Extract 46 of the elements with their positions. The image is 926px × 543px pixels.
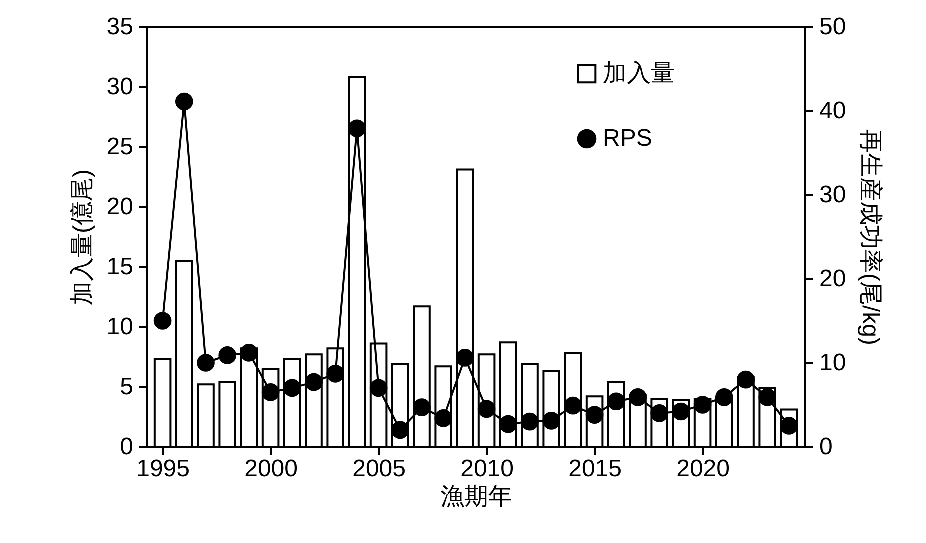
- point: [672, 402, 690, 421]
- y2-tick-label: 50: [820, 14, 846, 40]
- y2-tick-label: 40: [820, 98, 846, 124]
- y-tick-label: 0: [120, 434, 134, 460]
- x-tick-label: 2005: [352, 456, 406, 482]
- point: [218, 346, 237, 364]
- x-axis-title: 漁期年: [440, 484, 512, 510]
- point: [370, 379, 388, 398]
- point: [564, 396, 582, 415]
- x-tick-label: 2015: [568, 456, 622, 482]
- point: [240, 344, 258, 362]
- x-tick-label: 1995: [136, 456, 190, 482]
- y-tick-label: 30: [106, 74, 134, 100]
- point: [413, 398, 431, 416]
- legend-label: 加入量: [603, 60, 675, 87]
- point: [197, 354, 215, 372]
- y2-axis-title: 再生産成功率(尾/kg): [857, 130, 884, 346]
- y-tick-label: 25: [106, 134, 134, 160]
- point: [478, 400, 496, 418]
- point: [780, 417, 798, 435]
- point: [737, 370, 755, 389]
- y2-tick-label: 10: [820, 350, 846, 376]
- point: [694, 396, 712, 414]
- y2-tick-label: 30: [820, 182, 846, 208]
- y-axis-title: 加入量(億尾): [68, 170, 96, 306]
- x-tick-label: 2020: [676, 456, 730, 482]
- point: [715, 388, 734, 406]
- legend-label: RPS: [603, 125, 652, 152]
- y-tick-label: 15: [106, 254, 134, 280]
- point: [154, 312, 172, 330]
- y-tick-label: 35: [106, 14, 134, 40]
- point: [262, 384, 280, 402]
- y-tick-label: 10: [106, 314, 134, 340]
- point: [586, 406, 604, 424]
- point: [305, 373, 323, 392]
- y2-tick-label: 0: [820, 434, 833, 460]
- y-tick-label: 20: [106, 194, 134, 220]
- y-tick-label: 5: [120, 374, 134, 400]
- point: [456, 349, 474, 367]
- x-tick-label: 2000: [244, 456, 298, 482]
- point: [348, 120, 366, 138]
- point: [629, 388, 647, 406]
- y2-tick-label: 20: [820, 266, 846, 292]
- point: [521, 412, 539, 431]
- point: [175, 92, 194, 111]
- x-tick-label: 2010: [460, 456, 514, 482]
